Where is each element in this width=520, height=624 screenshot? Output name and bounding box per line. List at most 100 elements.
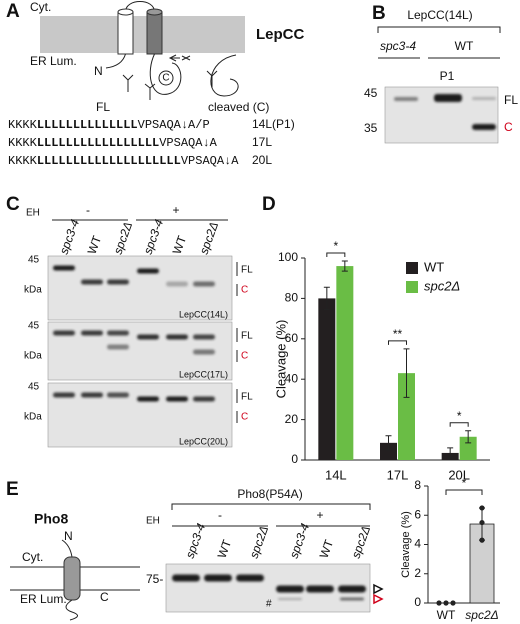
band-label: FL xyxy=(241,265,253,276)
lane-label: WT xyxy=(317,537,337,560)
lane-label: spc2Δ xyxy=(111,220,136,256)
significance: * xyxy=(457,409,462,423)
band-label: C xyxy=(504,120,513,134)
sequence-part: VPSAQA↓A xyxy=(159,136,217,150)
data-point xyxy=(443,600,449,606)
c-tail xyxy=(149,53,182,95)
lane-label: spc2Δ xyxy=(247,524,272,560)
band-label: FL xyxy=(241,331,253,342)
scissors xyxy=(181,55,191,61)
band xyxy=(137,268,159,274)
lane-label: WT xyxy=(215,537,235,560)
band xyxy=(53,265,75,271)
bar xyxy=(336,266,354,460)
sequence: KKKKLLLLLLLLLLLLLLLLLVPSAQA↓A xyxy=(8,136,218,150)
panel-label: D xyxy=(262,194,276,215)
data-point xyxy=(450,600,456,606)
band-label: FL xyxy=(504,93,518,107)
helix-top xyxy=(117,8,134,16)
band xyxy=(204,574,232,582)
y-axis-label: Cleavage (%) xyxy=(400,511,412,578)
error-bar xyxy=(385,435,392,451)
band xyxy=(166,396,188,402)
x-tick-label: 14L xyxy=(325,467,347,482)
band xyxy=(137,334,159,340)
legend-swatch xyxy=(406,262,418,274)
blot-name: LepCC(14L) xyxy=(179,309,228,319)
x-tick-label: WT xyxy=(437,608,456,622)
blot-title: Pho8(P54A) xyxy=(237,487,302,501)
bar-chart: 0 20 40 60 80 100 Cleavage (%) 14L * 17L ** 20L * WT s… xyxy=(273,239,490,482)
y-tick-label: 8 xyxy=(414,478,421,492)
marker: # xyxy=(266,599,272,610)
y-tick-label: 2 xyxy=(414,566,421,580)
band xyxy=(434,94,462,102)
bar xyxy=(459,436,477,460)
x-tick-label: spc2Δ xyxy=(465,608,498,622)
band xyxy=(236,574,264,582)
mw-label: 75- xyxy=(146,572,163,586)
significance-bracket xyxy=(445,489,483,495)
band xyxy=(53,392,75,398)
band xyxy=(137,396,159,402)
sequence: KKKKLLLLLLLLLLLLLLVPSAQA↓A/P xyxy=(8,118,210,132)
panel-label: C xyxy=(6,194,20,215)
band-label: C xyxy=(241,412,248,423)
band xyxy=(53,330,75,336)
legend-label: WT xyxy=(424,259,444,274)
sequence-label: 14L(P1) xyxy=(252,117,295,131)
lane-label: spc2Δ xyxy=(197,220,222,256)
cyt-label: Cyt. xyxy=(30,0,51,14)
significance-bracket xyxy=(326,252,346,258)
lane-label: spc3-4 xyxy=(287,521,313,560)
lane-label: spc2Δ xyxy=(349,524,374,560)
panel-a: A Cyt. LepCC ER Lum. N C FL cleaved (C) … xyxy=(6,0,305,168)
y-tick-label: 4 xyxy=(414,537,421,551)
mw-label: 45 xyxy=(28,321,40,332)
glycan xyxy=(206,70,218,88)
n-tail xyxy=(61,539,73,558)
band xyxy=(306,585,334,593)
bar xyxy=(380,442,397,460)
mw-label: 45 xyxy=(28,382,40,393)
c-term: C xyxy=(100,590,109,604)
blot-name: LepCC(17L) xyxy=(179,369,228,379)
bracket xyxy=(377,26,501,33)
panel-e: E Pho8 N Cyt. ER Lum. C Pho8(P54A) EH - … xyxy=(6,476,500,622)
protein-name: LepCC xyxy=(256,26,305,43)
lane-label: spc3-4 xyxy=(57,217,83,256)
data-point xyxy=(479,519,485,526)
sequence-part: LLLLLLLLLLLLLLLLL xyxy=(37,136,159,150)
y-tick-label: 40 xyxy=(285,371,299,385)
sequence: KKKKLLLLLLLLLLLLLLLLLLLLVPSAQA↓A xyxy=(8,154,239,168)
band xyxy=(193,334,215,340)
bar xyxy=(398,373,415,460)
y-tick-label: 20 xyxy=(285,412,299,426)
band-label: FL xyxy=(241,392,253,403)
lumen-label: ER Lum. xyxy=(30,54,77,68)
bracket xyxy=(171,503,371,510)
panel-d: D 0 20 40 60 80 100 Cleavage (%) 14L * 17L ** 20L * W… xyxy=(262,194,490,482)
band xyxy=(81,279,103,285)
band xyxy=(166,334,188,340)
y-tick-label: 80 xyxy=(285,291,299,305)
c-term: C xyxy=(162,73,169,84)
treatment: - xyxy=(86,203,90,217)
lumen-label: ER Lum. xyxy=(20,592,67,606)
panel-c: C EH - + spc3-4 WT spc2Δ spc3-4 WT spc2ΔLepCC… xyxy=(6,194,253,448)
fl-arrowhead xyxy=(373,583,384,595)
legend-swatch xyxy=(406,281,418,293)
lane-label: WT xyxy=(85,233,105,256)
helix-top xyxy=(146,8,163,16)
bar xyxy=(318,298,336,460)
n-term: N xyxy=(64,529,73,543)
unit-label: kDa xyxy=(24,285,42,296)
y-tick-label: 0 xyxy=(291,452,298,466)
sequence-part: KKKK xyxy=(8,154,38,168)
sequence-part: LLLLLLLLLLLLLL xyxy=(37,118,138,132)
c-tail xyxy=(65,599,78,621)
sequences: KKKKLLLLLLLLLLLLLLVPSAQA↓A/P 14L(P1)KKKKL… xyxy=(8,117,295,168)
band xyxy=(172,574,200,582)
band xyxy=(107,330,129,336)
legend-label: spc2Δ xyxy=(424,278,460,293)
